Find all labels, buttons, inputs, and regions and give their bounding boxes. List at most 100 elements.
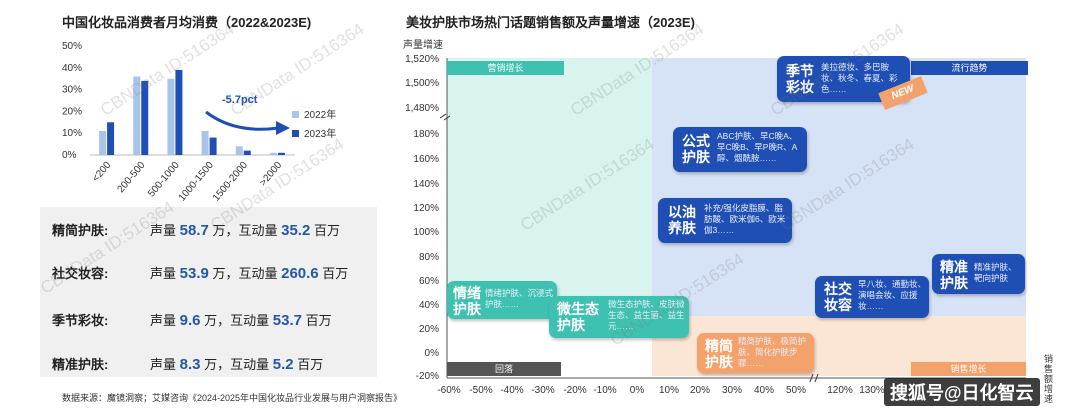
trend-arrow-head: [276, 121, 290, 135]
bar-2023年-1000-1500: [209, 137, 217, 155]
metric-mid: 万，互动量: [212, 223, 278, 238]
quad-y-tick: 1,520%: [405, 54, 439, 65]
metric-unit: 百万: [313, 223, 340, 238]
metric-label: 社交妆容:: [52, 266, 109, 281]
metric-row: 精准护肤: 声量 8.3 万，互动量 5.2 百万: [40, 354, 323, 373]
quad-y-tick: 140%: [413, 179, 439, 190]
quadrant-tag-sales-growth: 销售增长: [911, 362, 1026, 376]
data-source: 数据来源：魔镜洞察；艾媒咨询《2024-2025年中国化妆品行业发展与用户洞察报…: [62, 393, 403, 403]
bar-y-tick: 30%: [62, 85, 82, 96]
bar-2022年->2000: [269, 152, 277, 155]
topic-card-precision-skincare: 精准护肤 精准护肤、靶向护肤: [932, 254, 1025, 294]
topic-card-desc: 美拉德妆、多巴胺妆、秋冬、春夏、彩色……: [821, 62, 898, 94]
quad-x-tick: 30%: [722, 385, 742, 396]
quad-y-tick: 80%: [419, 252, 439, 263]
topic-card-title: 精准护肤: [940, 259, 968, 291]
trend-annotation: -5.7pct: [222, 94, 258, 106]
topic-card-title: 微生态护肤: [557, 301, 599, 333]
topic-card-oil-skincare: 以油养肤 补充/强化皮脂膜、脂肪酸、欧米伽6、欧米伽3……: [658, 198, 792, 243]
legend-label-2023: 2023年: [304, 127, 336, 140]
topic-card-desc: 情绪护肤、沉浸式护肤……: [485, 288, 554, 309]
metric-value-1: 58.7: [179, 222, 209, 239]
metric-row: 社交妆容: 声量 53.9 万，互动量 260.6 百万: [40, 263, 348, 282]
metric-value-1: 9.6: [179, 312, 201, 329]
quad-y-tick: 160%: [413, 154, 439, 165]
quad-y-tick: 100%: [413, 227, 439, 238]
topic-card-title: 社交妆容: [824, 281, 852, 313]
topic-card-desc: ABC护肤、早C晚A、早C晚B、早P晚R、A醇、烟酰胺……: [717, 131, 798, 163]
quad-y-tick: 0%: [425, 348, 440, 359]
topic-card-desc: 补充/强化皮脂膜、脂肪酸、欧米伽6、欧米伽3……: [704, 203, 786, 235]
quad-y-tick: 40%: [419, 300, 439, 311]
quad-x-tick: 130%: [859, 385, 885, 396]
quad-x-tick: 0%: [630, 385, 645, 396]
metric-pre: 声量: [150, 223, 177, 238]
trend-arrow-line: [205, 110, 279, 131]
quad-y-tick: -20%: [416, 371, 439, 382]
metric-value-2: 260.6: [281, 265, 319, 282]
quad-x-tick: 20%: [690, 385, 710, 396]
metric-label: 精准护肤:: [52, 357, 109, 372]
y-axis-label: 声量增速: [403, 40, 443, 51]
sohu-watermark: 搜狐号@日化智云: [884, 378, 1040, 406]
topic-card-title: 公式护肤: [682, 133, 710, 165]
metric-label: 精简护肤:: [52, 223, 109, 238]
bar-y-tick: 0%: [62, 150, 77, 161]
quad-y-tick: 60%: [419, 276, 439, 287]
metric-value-1: 8.3: [179, 356, 201, 373]
quad-x-tick: -10%: [593, 385, 616, 396]
topic-card-title: 精简护肤: [705, 338, 733, 370]
metric-pre: 声量: [150, 313, 177, 328]
topic-card-title: 情绪护肤: [453, 285, 481, 317]
consumption-bar-chart: 0%10%20%30%40%50% <200 200-500500-1000100…: [62, 41, 336, 204]
metric-row: 精简护肤: 声量 58.7 万，互动量 35.2 百万: [40, 220, 340, 239]
metric-mid: 万，互动量: [204, 313, 270, 328]
topic-card-formula-skincare: 公式护肤 ABC护肤、早C晚A、早C晚B、早P晚R、A醇、烟酰胺……: [673, 127, 807, 172]
metric-mid: 万，互动量: [204, 357, 270, 372]
legend-label-2022: 2022年: [304, 108, 336, 121]
topic-card-desc: 精简护肤、极简护肤、简化护肤步骤……: [738, 336, 807, 368]
metric-unit: 百万: [322, 266, 349, 281]
bar-y-tick: 10%: [62, 128, 82, 139]
metric-row: 季节彩妆: 声量 9.6 万，互动量 53.7 百万: [40, 310, 332, 329]
quad-y-tick: 120%: [413, 203, 439, 214]
topic-card-desc: 精准护肤、靶向护肤: [974, 262, 1017, 283]
legend-swatch-2023: [292, 130, 299, 137]
y-axis-break: [439, 113, 451, 121]
quad-x-tick: -30%: [531, 385, 554, 396]
metric-label: 季节彩妆:: [52, 313, 109, 328]
metrics-panel: 精简护肤: 声量 58.7 万，互动量 35.2 百万 社交妆容: 声量 53.9 …: [40, 207, 377, 377]
quad-x-tick: 40%: [754, 385, 774, 396]
bar-2022年-<200: [99, 131, 107, 155]
topic-card-emotional-skincare: 情绪护肤 情绪护肤、沉浸式护肤……: [447, 281, 557, 319]
quad-x-tick: 120%: [827, 385, 853, 396]
bar-y-tick: 20%: [62, 106, 82, 117]
x-axis-break: [809, 373, 819, 383]
quad-x-tick: -60%: [437, 385, 460, 396]
topic-card-microbiome-skincare: 微生态护肤 微生态护肤、皮肤微生态、益生菌、益生元……: [549, 296, 689, 338]
topic-card-desc: 微生态护肤、皮肤微生态、益生菌、益生元……: [608, 299, 685, 331]
quadrant-tag-marketing-growth: 营销增长: [447, 61, 564, 75]
bar-y-tick: 40%: [62, 63, 82, 74]
bar-y-tick: 50%: [62, 41, 82, 52]
bar-2023年-200-500: [141, 80, 149, 155]
side-label: 销售额增速: [1044, 354, 1054, 404]
quad-y-tick: 1,480%: [405, 103, 439, 114]
left-chart-title: 中国化妆品消费者月均消费（2022&2023E): [62, 15, 312, 30]
bar-2023年-1500-2000: [243, 150, 251, 155]
metric-pre: 声量: [150, 266, 177, 281]
topic-card-minimal-skincare: 精简护肤 精简护肤、极简护肤、简化护肤步骤……: [697, 333, 814, 373]
bar-2022年-200-500: [133, 76, 141, 155]
quad-x-tick: 10%: [659, 385, 679, 396]
topic-card-title: 以油养肤: [668, 204, 696, 236]
quadrant-tag-decline: 回落: [447, 362, 561, 376]
quad-x-tick: -50%: [469, 385, 492, 396]
metric-mid: 万，互动量: [212, 266, 278, 281]
topic-card-social-makeup: 社交妆容 早八妆、通勤妆、演唱会妆、应援妆……: [815, 276, 929, 318]
quad-x-tick: 50%: [786, 385, 806, 396]
metric-value-2: 35.2: [281, 222, 311, 239]
metric-value-1: 53.9: [179, 265, 209, 282]
quad-x-tick: -20%: [563, 385, 586, 396]
bar-2022年-1000-1500: [201, 131, 209, 155]
legend-swatch-2022: [292, 111, 299, 118]
